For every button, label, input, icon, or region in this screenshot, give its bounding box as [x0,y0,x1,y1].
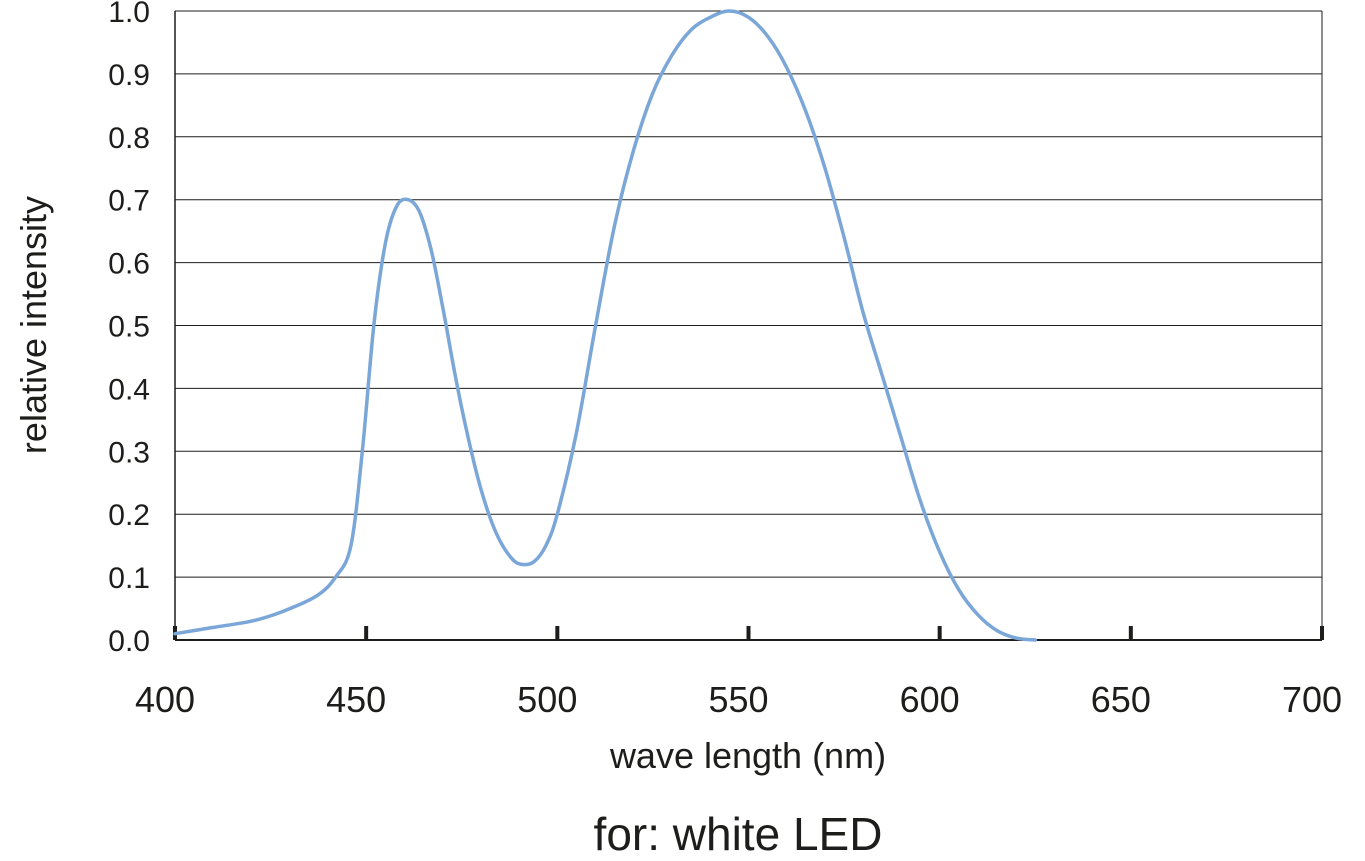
x-axis-title: wave length (nm) [609,735,886,776]
y-tick-label: 0.6 [108,248,150,281]
y-tick-label: 0.3 [108,436,150,469]
y-tick-label: 0.8 [108,122,150,155]
x-tick-labels: 400 450 500 550 600 650 700 [135,679,1342,720]
y-tick-label: 1.0 [108,0,150,29]
chart-caption: for: white LED [594,808,883,860]
y-tick-label: 0.5 [108,311,150,344]
grid-lines [175,10,1322,578]
x-tick-label: 400 [135,679,195,720]
x-tick-label: 600 [900,679,960,720]
y-tick-labels: 0.0 0.1 0.2 0.3 0.4 0.5 0.6 0.7 0.8 0.9 1.0 [108,0,150,658]
y-tick-label: 0.4 [108,373,150,406]
y-tick-label: 0.9 [108,59,150,92]
y-tick-label: 0.1 [108,562,150,595]
x-tick-label: 700 [1282,679,1342,720]
x-tick-label: 450 [326,679,386,720]
spectrum-curve [173,9,1038,642]
x-tick-label: 650 [1091,679,1151,720]
y-tick-label: 0.2 [108,499,150,532]
y-tick-label: 0.7 [108,185,150,218]
y-axis-title: relative intensity [13,196,54,454]
y-tick-label: 0.0 [108,625,150,658]
x-tick-label: 550 [708,679,768,720]
x-tick-label: 500 [517,679,577,720]
series-layer [173,9,1038,642]
